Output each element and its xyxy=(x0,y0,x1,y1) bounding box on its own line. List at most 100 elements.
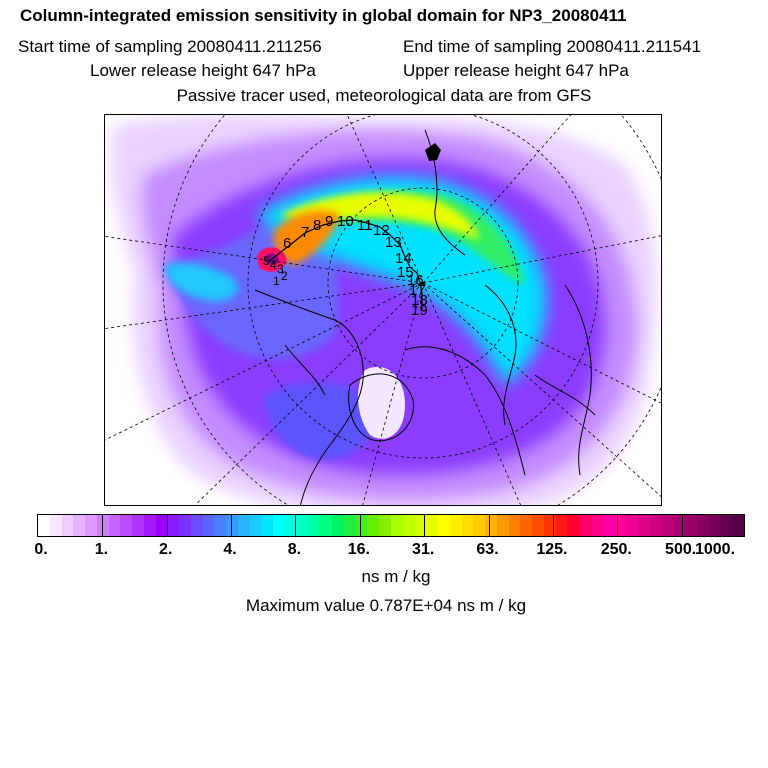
colorbar-cell xyxy=(179,515,191,536)
colorbar-cell xyxy=(438,515,450,536)
sampling-times: Start time of sampling 20080411.211256 E… xyxy=(18,37,768,57)
colorbar-divider xyxy=(231,515,233,536)
colorbar-cell xyxy=(226,515,239,536)
colorbar-tick-label: 1. xyxy=(94,541,109,558)
colorbar-cell xyxy=(285,515,297,536)
colorbar-cell xyxy=(602,515,615,536)
colorbar-cell xyxy=(85,515,97,536)
colorbar-cell xyxy=(343,515,356,536)
colorbar-cell xyxy=(673,515,686,536)
island-marker xyxy=(425,143,441,161)
colorbar-cell xyxy=(308,515,321,536)
colorbar-tick-labels: 0. 1. 2. 4. 8. 16. 31. 63. 125. 250. 500. 1000. xyxy=(0,541,768,561)
colorbar-tick-label: 31. xyxy=(412,541,435,558)
colorbar-cell xyxy=(461,515,474,536)
release-heights: Lower release height 647 hPa Upper relea… xyxy=(90,61,768,81)
colorbar-cell xyxy=(61,515,74,536)
track-label: 8 xyxy=(313,217,321,234)
maximum-value: Maximum value 0.787E+04 ns m / kg xyxy=(245,596,527,615)
colorbar-tick-label: 250. xyxy=(600,541,632,558)
colorbar-tick-label: 63. xyxy=(476,541,499,558)
colorbar-cell xyxy=(249,515,262,536)
colorbar-cell xyxy=(449,515,462,536)
colorbar-cell xyxy=(355,515,368,536)
track-label: 7 xyxy=(301,224,309,241)
upper-release-label: Upper release height 647 hPa xyxy=(403,61,629,80)
track-label: 15 xyxy=(397,264,414,281)
colorbar-cell xyxy=(414,515,427,536)
tracer-note: Passive tracer used, meteorological data… xyxy=(176,86,592,105)
colorbar-cell xyxy=(273,515,286,536)
colorbar-cell xyxy=(485,515,497,536)
colorbar-cell xyxy=(720,515,733,536)
colorbar-cell xyxy=(73,515,86,536)
track-label: 16 xyxy=(407,272,424,289)
track-label: 12 xyxy=(373,222,390,239)
track-label: 18 xyxy=(411,292,428,309)
track-label: 5 xyxy=(263,254,270,268)
end-time-label: End time of sampling 20080411.211541 xyxy=(403,37,702,56)
colorbar-cell xyxy=(296,515,309,536)
lower-release-label: Lower release height 647 hPa xyxy=(90,61,316,80)
track-label: 13 xyxy=(385,234,402,251)
track-label: 9 xyxy=(325,213,333,230)
colorbar-cell xyxy=(614,515,627,536)
colorbar-cell xyxy=(379,515,391,536)
colorbar-cell xyxy=(155,515,168,536)
colorbar-cell xyxy=(190,515,203,536)
colorbar-tick-label: 16. xyxy=(347,541,370,558)
plot-title: Column-integrated emission sensitivity i… xyxy=(20,6,627,25)
colorbar-divider xyxy=(102,515,104,536)
track-label: 6 xyxy=(283,235,291,252)
colorbar-cell xyxy=(590,515,603,536)
colorbar-tick-label: 1000. xyxy=(694,541,736,558)
colorbar-tick-label: 500. xyxy=(665,541,697,558)
colorbar-divider xyxy=(617,515,619,536)
track-label: 2 xyxy=(281,269,288,283)
track-label: 19 xyxy=(411,302,428,319)
colorbar-cell xyxy=(426,515,439,536)
colorbar-cell xyxy=(367,515,380,536)
colorbar-cell xyxy=(508,515,521,536)
sensitivity-field xyxy=(111,115,657,505)
colorbar-cell xyxy=(520,515,533,536)
colorbar-cell xyxy=(555,515,568,536)
colorbar-cell xyxy=(696,515,709,536)
track-label: 10 xyxy=(337,213,354,230)
track-label: 3 xyxy=(277,262,284,276)
colorbar-divider xyxy=(681,515,683,536)
trajectory-track: 6 7 8 9 10 11 12 13 14 15 16 17 18 19 5 … xyxy=(263,213,428,319)
colorbar-cell xyxy=(238,515,250,536)
colorbar-cell xyxy=(132,515,144,536)
colorbar-cell xyxy=(120,515,133,536)
colorbar-unit: ns m / kg xyxy=(361,567,431,586)
colorbar-divider xyxy=(488,515,490,536)
colorbar-divider xyxy=(295,515,297,536)
colorbar-cell xyxy=(638,515,650,536)
colorbar-divider xyxy=(166,515,168,536)
colorbar-cell xyxy=(496,515,509,536)
colorbar-cell xyxy=(261,515,274,536)
track-label: 4 xyxy=(270,258,277,272)
emission-sensitivity-map: 6 7 8 9 10 11 12 13 14 15 16 17 18 19 5 … xyxy=(104,114,662,506)
colorbar-cell xyxy=(143,515,156,536)
colorbar-cell xyxy=(661,515,674,536)
map-canvas: 6 7 8 9 10 11 12 13 14 15 16 17 18 19 5 … xyxy=(105,115,661,505)
colorbar-cell xyxy=(579,515,591,536)
colorbar-cell xyxy=(708,515,721,536)
colorbar-tick-label: 4. xyxy=(223,541,237,558)
colorbar-tick-label: 125. xyxy=(536,541,568,558)
colorbar-cell xyxy=(49,515,62,536)
colorbar-divider xyxy=(552,515,554,536)
colorbar-cell xyxy=(320,515,333,536)
start-time-label: Start time of sampling 20080411.211256 xyxy=(18,37,322,56)
colorbar-divider xyxy=(359,515,361,536)
colorbar-cell xyxy=(473,515,486,536)
colorbar-cell xyxy=(567,515,580,536)
colorbar-cell xyxy=(685,515,697,536)
colorbar-cell xyxy=(649,515,662,536)
colorbar-cell xyxy=(332,515,344,536)
colorbar-cell xyxy=(732,515,744,536)
track-label: 1 xyxy=(273,274,280,288)
colorbar-cell xyxy=(202,515,215,536)
